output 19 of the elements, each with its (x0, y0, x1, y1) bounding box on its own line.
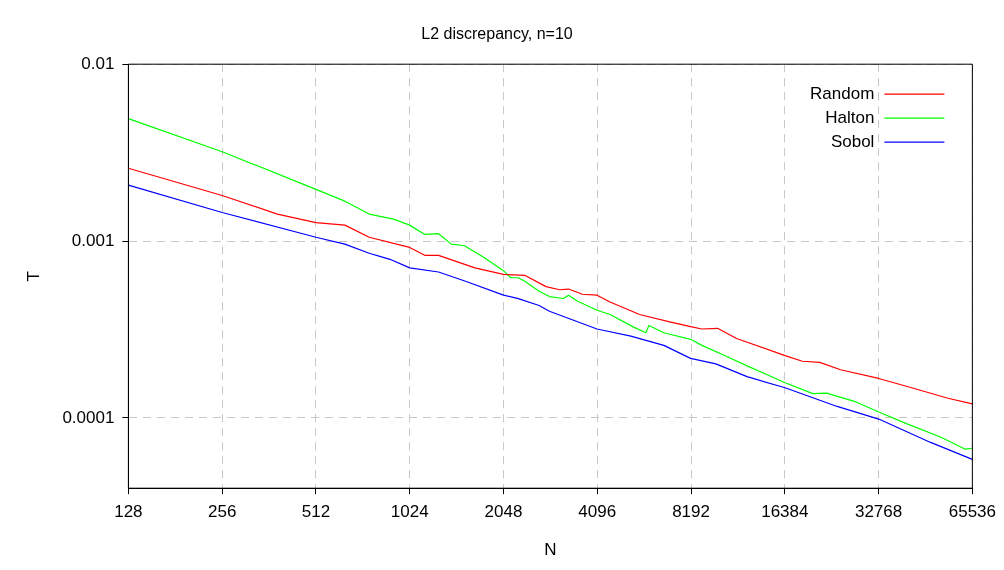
x-axis-title: N (544, 540, 557, 560)
x-tick-label: 256 (207, 502, 237, 522)
x-tick-label: 4096 (578, 502, 617, 522)
x-tick-label: 65536 (948, 502, 996, 522)
y-tick-label: 0.0001 (62, 407, 115, 427)
x-tick-label: 32768 (854, 502, 903, 522)
legend-label: Random (810, 83, 875, 103)
x-tick-label: 2048 (484, 502, 523, 522)
chart-title: L2 discrepancy, n=10 (421, 25, 573, 43)
legend-label: Halton (825, 107, 875, 127)
x-tick-label: 8192 (672, 502, 710, 522)
x-tick-label: 128 (114, 502, 143, 522)
legend-label: Sobol (830, 131, 875, 151)
x-tick-label: 1024 (390, 502, 429, 522)
y-axis-title: T (23, 271, 43, 282)
x-tick-label: 512 (301, 502, 331, 522)
y-tick-label: 0.001 (71, 230, 115, 250)
y-tick-label: 0.01 (81, 53, 115, 73)
x-tick-label: 16384 (761, 502, 809, 522)
